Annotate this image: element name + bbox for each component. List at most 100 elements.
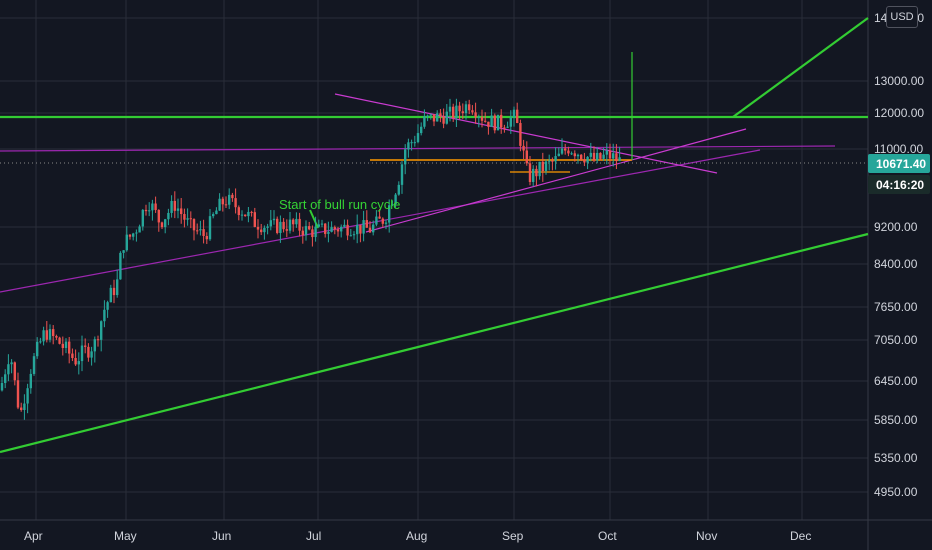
candle-body [23,403,26,410]
candle-body [330,227,333,232]
y-tick-label: 11000.00 [874,142,923,156]
candle-body [567,150,570,154]
candle-body [39,341,42,343]
candle-body [138,226,141,233]
candle-body [426,115,429,117]
candle-body [103,309,106,322]
candle-body [327,231,330,234]
candle-body [244,214,247,217]
candle-body [272,218,276,221]
candle-body [180,208,183,215]
candle-body [4,374,7,384]
x-tick-label: Apr [24,529,43,543]
candle-body [416,133,420,143]
y-tick-label: 4950.00 [874,485,918,499]
candle-body [205,236,208,240]
candle-body [407,142,410,150]
x-tick-label: May [114,529,137,543]
candle-body [100,321,103,340]
candle-body [196,230,199,232]
x-tick-label: Jul [306,529,321,543]
candle-body [516,109,519,124]
y-tick-label: 12000.00 [874,106,924,120]
candle-body [112,287,116,296]
candle-body [535,168,538,177]
candles [0,98,621,420]
candle-body [90,351,93,358]
candle-body [186,218,189,220]
candle-body [132,233,135,237]
candle-body [215,210,218,215]
candle-body [250,211,253,213]
candle-body [458,105,461,112]
candle-body [423,116,426,127]
candle-body [468,104,471,111]
candle-body [554,156,557,162]
last-price-badge [868,154,930,173]
y-tick-label: 5350.00 [874,451,918,465]
candle-body [375,216,378,225]
x-tick-label: Nov [696,529,717,543]
candle-body [160,222,164,228]
candle-body [253,212,256,227]
countdown-label: 04:16:20 [876,178,924,192]
candle-body [141,209,144,227]
candle-body [64,341,68,348]
candle-body [320,223,324,225]
currency-selector[interactable]: USD [886,6,918,28]
candle-body [279,221,282,233]
candle-body [276,218,279,233]
candle-body [48,329,52,340]
candle-body [58,337,61,344]
candle-body [340,226,343,232]
candle-body [308,226,311,230]
candle-body [167,212,170,220]
candle-body [500,114,503,128]
last-price-label: 10671.40 [876,157,926,171]
candle-body [256,226,260,230]
candle-body [304,226,308,236]
candle-body [432,114,436,122]
candle-body [32,356,36,374]
candle-body [439,113,442,117]
candle-body [29,373,32,389]
candle-body [116,279,119,296]
candle-body [464,104,468,114]
x-tick-label: Sep [502,529,524,543]
candle-body [324,223,327,234]
candle-body [477,116,480,118]
candle-body [487,121,490,127]
countdown-badge [868,175,930,194]
x-tick-label: Aug [406,529,427,543]
candle-body [135,232,138,234]
candle-body [388,205,391,223]
candle-body [605,150,608,155]
candle-body [474,112,477,118]
candle-body [285,229,288,231]
candle-body [77,361,80,365]
candle-body [599,152,602,159]
candle-body [224,204,228,206]
candle-body [208,216,212,240]
candle-body [372,224,375,233]
candle-body [352,234,356,236]
candle-body [442,116,445,124]
annotation-label: Start of bull run cycle [279,197,400,212]
candle-body [295,218,298,225]
candle-body [608,150,612,159]
candle-body [452,106,455,118]
candle-body [410,142,413,144]
upper-horizontal-line [0,145,836,152]
candle-body [170,200,173,213]
candle-body [522,145,525,151]
candle-body [52,329,55,337]
candle-body [413,142,416,144]
candle-body [93,339,96,352]
y-tick-label: 7050.00 [874,333,918,347]
candle-body [525,150,528,164]
candle-body [557,153,560,157]
candle-body [87,346,90,358]
candle-body [176,208,180,211]
candle-body [356,224,359,235]
